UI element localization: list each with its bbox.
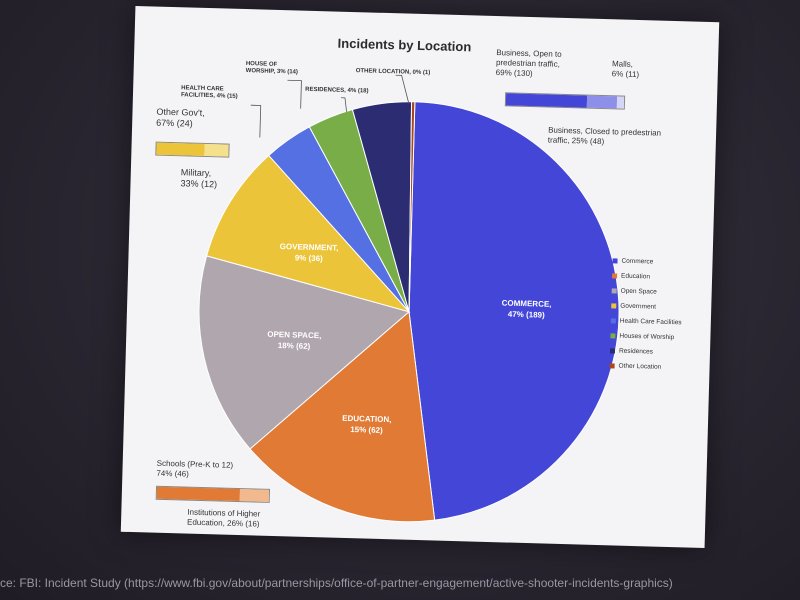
slice-label-education-1: EDUCATION, (342, 414, 391, 424)
slide: Incidents by Location COMMERCE, 47% (189)… (120, 5, 720, 549)
legend-swatch-commerce (612, 258, 618, 264)
chart-legend: Commerce Education Open Space Government Hea… (609, 253, 683, 375)
slice-label-open-space-1: OPEN SPACE, (267, 330, 321, 341)
commerce-malls-line2: 6% (11) (611, 69, 640, 80)
legend-label-open-space: Open Space (620, 287, 657, 296)
leader-other-location (395, 74, 410, 104)
commerce-malls-label: Malls, 6% (11) (612, 59, 640, 80)
slice-label-government-1: GOVERNMENT, (280, 242, 339, 253)
pie-slice-open-space (198, 255, 411, 450)
legend-swatch-education (612, 273, 618, 279)
government-breakdown-bar (155, 141, 230, 158)
legend-label-health-care-facilities: Health Care Facilities (619, 317, 682, 327)
government-military-label: Military, 33% (12) (180, 167, 217, 190)
legend-label-houses-of-worship: Houses of Worship (619, 332, 675, 342)
legend-swatch-residences (609, 348, 616, 354)
callout-house-of-worship: HOUSE OF WORSHIP, 3% (14) (246, 61, 299, 76)
pie-chart: COMMERCE, 47% (189) EDUCATION,15% (62) OPEN… (198, 74, 620, 523)
legend-label-other-location: Other Location (618, 362, 662, 371)
legend-label-commerce: Commerce (621, 257, 654, 266)
slice-label-commerce-1: COMMERCE, (502, 298, 552, 308)
commerce-open-line3: 69% (130) (495, 68, 533, 79)
government-segment-military (204, 143, 229, 157)
callout-worship-line2: WORSHIP, 3% (14) (245, 68, 298, 76)
legend-label-residences: Residences (618, 347, 654, 356)
legend-item-other-location: Other Location (609, 358, 680, 375)
government-other-line2: 67% (24) (156, 117, 193, 129)
leader-health-care (250, 104, 262, 138)
pie-slice-education (249, 310, 436, 523)
slice-label-commerce-2: 47% (189) (508, 310, 545, 320)
leader-house-of-worship (287, 79, 302, 109)
leader-residences (340, 97, 347, 112)
government-military-line2: 33% (12) (180, 178, 218, 190)
legend-swatch-health-care-facilities (610, 318, 616, 324)
education-segment-institutions-of-higher-education (239, 489, 269, 502)
government-segment-other-gov-t (156, 142, 205, 156)
slice-label-education-2: 15% (62) (350, 425, 383, 435)
education-higher-line2: Education, 26% (16) (186, 517, 260, 529)
legend-label-education: Education (621, 272, 651, 281)
commerce-open-label: Business, Open to predestrian traffic, 6… (496, 48, 562, 80)
legend-swatch-other-location (609, 363, 615, 369)
legend-swatch-houses-of-worship (610, 333, 616, 339)
commerce-segment-business-closed-to-predestrian-traffic (587, 95, 618, 109)
commerce-segment-malls (616, 96, 625, 109)
commerce-closed-label: Business, Closed to predestrian traffic,… (548, 126, 661, 149)
slice-label-government-2: 9% (36) (295, 253, 324, 263)
commerce-segment-business-open-to-predestrian-traffic (505, 93, 588, 108)
legend-swatch-open-space (611, 288, 617, 294)
government-other-label: Other Gov't, 67% (24) (156, 107, 205, 130)
callout-health-care: HEALTH CARE FACILITIES, 4% (15) (181, 85, 238, 101)
legend-label-government: Government (620, 302, 657, 311)
legend-swatch-government (611, 303, 617, 309)
source-citation: ce: FBI: Incident Study (https://www.fbi… (0, 576, 673, 590)
slice-label-open-space-2: 18% (62) (278, 341, 311, 351)
education-higher-label: Institutions of Higher Education, 26% (1… (187, 508, 260, 530)
pie-slice-commerce (408, 101, 620, 521)
pie-slice-other-location (408, 101, 416, 312)
education-segment-schools-pre-k-to-12 (156, 486, 240, 502)
pie-slice-government (205, 154, 411, 313)
education-schools-label: Schools (Pre-K to 12) 74% (46) (156, 459, 233, 481)
